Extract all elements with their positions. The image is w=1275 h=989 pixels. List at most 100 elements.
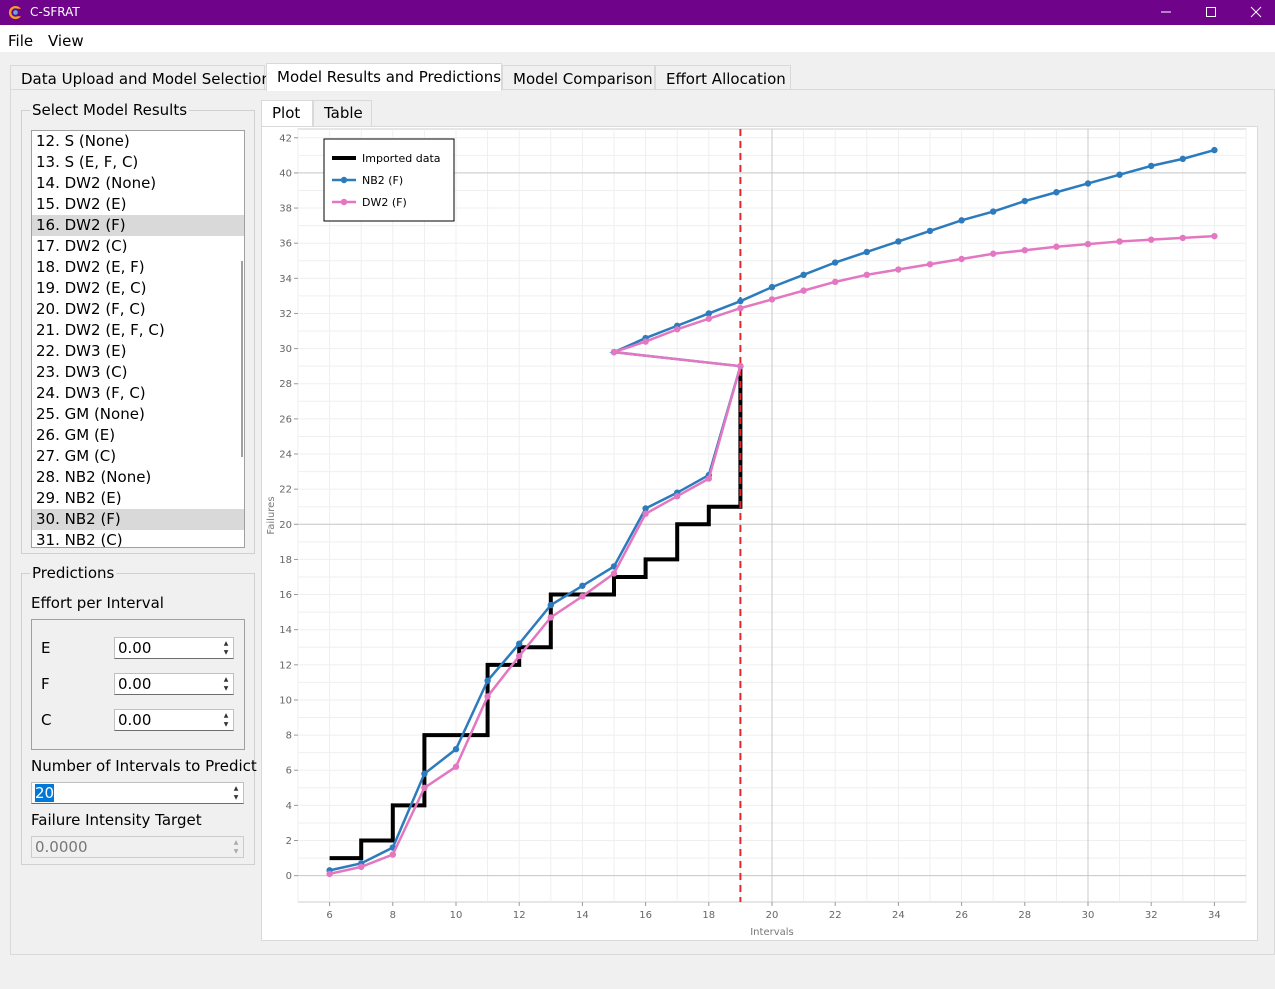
spin-down-icon[interactable]: ▼ (223, 685, 229, 692)
series-point (1148, 162, 1155, 170)
series-point (737, 297, 744, 305)
spin-up-icon[interactable]: ▲ (223, 712, 229, 719)
list-item[interactable]: 13. S (E, F, C) (36, 153, 139, 171)
series-point (990, 208, 997, 215)
list-item[interactable]: 14. DW2 (None) (36, 174, 157, 192)
list-item[interactable]: 23. DW3 (C) (36, 363, 128, 381)
series-point (326, 870, 333, 878)
y-tick-label: 34 (279, 274, 292, 285)
effort-f-spinbox[interactable]: 0.00 ▲ ▼ (114, 673, 234, 695)
predictions-group: Predictions Effort per Interval E 0.00 ▲… (21, 564, 257, 865)
series-point (452, 763, 460, 770)
series-point (1084, 240, 1092, 248)
series-point (547, 614, 554, 621)
model-results-list[interactable]: 12. S (None) 13. S (E, F, C) 14. DW2 (None… (31, 130, 245, 548)
y-tick-label: 2 (286, 836, 292, 847)
list-item[interactable]: 22. DW3 (E) (36, 342, 127, 360)
series-point (421, 770, 428, 777)
list-item[interactable]: 19. DW2 (E, C) (36, 279, 147, 297)
title-bar: C-SFRAT (0, 0, 1275, 25)
list-item[interactable]: 15. DW2 (E) (36, 195, 127, 213)
select-model-results-group: Select Model Results 12. S (None) 13. S (… (21, 101, 255, 554)
list-item[interactable]: 30. NB2 (F) (32, 509, 244, 530)
tab-plot[interactable]: Plot (261, 100, 313, 126)
series-point (1148, 236, 1155, 243)
x-tick-label: 22 (829, 910, 842, 921)
effort-e-spinbox[interactable]: 0.00 ▲ ▼ (114, 637, 234, 659)
series-point (832, 259, 839, 266)
list-item[interactable]: 28. NB2 (None) (36, 468, 152, 486)
list-item[interactable]: 25. GM (None) (36, 405, 145, 423)
series-point (895, 238, 902, 245)
y-tick-label: 40 (279, 168, 292, 179)
series-point (547, 601, 554, 609)
menu-view[interactable]: View (48, 32, 84, 50)
close-button[interactable] (1233, 0, 1275, 25)
spin-down-icon[interactable]: ▼ (223, 649, 229, 656)
series-point (958, 217, 965, 224)
model-results-panel: Select Model Results 12. S (None) 13. S (… (10, 89, 1275, 955)
list-scrollbar-thumb[interactable] (241, 261, 243, 457)
series-point (832, 278, 839, 286)
series-point (674, 326, 681, 333)
effort-box: E 0.00 ▲ ▼ F 0.00 ▲ ▼ C 0.00 ▲ ▼ (31, 619, 245, 750)
spin-down-icon[interactable]: ▼ (233, 794, 239, 801)
list-item[interactable]: 12. S (None) (36, 132, 130, 150)
legend-label: DW2 (F) (362, 196, 407, 209)
x-tick-label: 24 (892, 910, 905, 921)
y-tick-label: 6 (286, 766, 292, 777)
list-item[interactable]: 27. GM (C) (36, 447, 117, 465)
list-scrollbar[interactable] (239, 131, 244, 547)
series-line-imported-data (329, 366, 743, 861)
effort-e-value: 0.00 (118, 639, 152, 657)
x-tick-label: 30 (1082, 910, 1095, 921)
series-point (579, 582, 586, 589)
menu-bar: File View (0, 25, 1275, 52)
tab-model-comparison[interactable]: Model Comparison (502, 65, 655, 90)
series-point (1053, 189, 1060, 196)
main-area: Data Upload and Model Selection Model Re… (0, 52, 1275, 955)
effort-c-spinbox[interactable]: 0.00 ▲ ▼ (114, 709, 234, 731)
minimize-button[interactable] (1143, 0, 1189, 25)
effort-c-label: C (41, 711, 52, 729)
list-item[interactable]: 31. NB2 (C) (36, 531, 123, 548)
maximize-button[interactable] (1188, 0, 1234, 25)
list-item[interactable]: 17. DW2 (C) (36, 237, 128, 255)
y-tick-label: 18 (279, 555, 292, 566)
tab-effort-allocation[interactable]: Effort Allocation (655, 65, 791, 90)
series-line-nb2-f- (329, 148, 1215, 872)
list-item[interactable]: 29. NB2 (E) (36, 489, 122, 507)
tab-data-upload[interactable]: Data Upload and Model Selection (10, 65, 271, 90)
list-item[interactable]: 20. DW2 (F, C) (36, 300, 146, 318)
x-tick-label: 26 (955, 910, 968, 921)
tab-model-results[interactable]: Model Results and Predictions (266, 63, 502, 91)
spin-up-icon[interactable]: ▲ (223, 676, 229, 683)
y-tick-label: 20 (279, 520, 292, 531)
legend-marker (340, 176, 348, 184)
list-item[interactable]: 16. DW2 (F) (32, 215, 244, 236)
spin-up-icon[interactable]: ▲ (233, 785, 239, 792)
list-item[interactable]: 26. GM (E) (36, 426, 116, 444)
menu-file[interactable]: File (8, 32, 34, 50)
y-tick-label: 32 (279, 309, 292, 320)
series-point (452, 745, 460, 753)
series-point (358, 863, 365, 871)
series-line-dw2-f- (329, 234, 1215, 876)
status-bar (0, 955, 1275, 989)
x-tick-label: 34 (1208, 910, 1221, 921)
series-point (1211, 232, 1218, 240)
tab-table[interactable]: Table (313, 100, 372, 126)
x-tick-label: 28 (1018, 910, 1031, 921)
list-item[interactable]: 21. DW2 (E, F, C) (36, 321, 165, 339)
spin-up-icon[interactable]: ▲ (223, 640, 229, 647)
x-tick-label: 32 (1145, 910, 1158, 921)
series-point (674, 492, 681, 500)
series-point (642, 510, 649, 517)
series-point (1116, 238, 1123, 245)
spin-down-icon[interactable]: ▼ (223, 721, 229, 728)
plot-area: 6 8 10 12 14 16 18 20 22 24 26 28 30 32 34 0 2 4 6 8 10 12 14 1… (261, 126, 1258, 941)
list-item[interactable]: 18. DW2 (E, F) (36, 258, 145, 276)
intervals-to-predict-spinbox[interactable]: 20 ▲ ▼ (31, 782, 244, 804)
list-item[interactable]: 24. DW3 (F, C) (36, 384, 146, 402)
x-tick-label: 16 (639, 910, 652, 921)
